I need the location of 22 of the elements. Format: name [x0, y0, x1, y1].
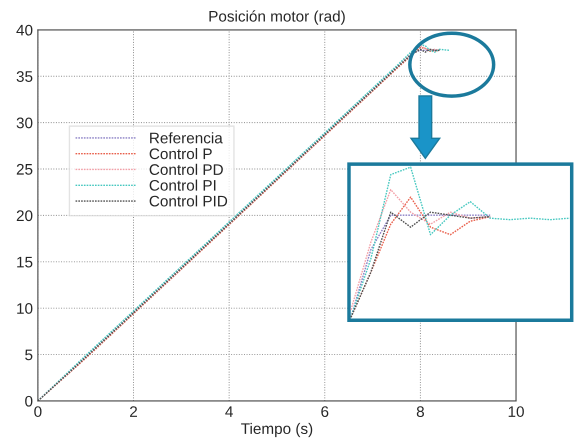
x-tick-label: 4 — [225, 406, 233, 417]
legend-label: Control PD — [150, 164, 223, 175]
x-tick-label: 8 — [416, 406, 424, 418]
legend-label: Referencia — [150, 132, 223, 144]
y-tick-label: 35 — [16, 71, 32, 82]
y-tick-label: 5 — [25, 350, 32, 360]
y-tick-label: 15 — [17, 256, 32, 268]
chart-title: Posición motor (rad) — [209, 10, 345, 25]
legend-label: Control PI — [150, 180, 216, 191]
x-tick-label: 2 — [130, 406, 137, 417]
y-tick-label: 25 — [16, 164, 32, 175]
y-tick-label: 0 — [25, 396, 32, 407]
y-tick-label: 30 — [16, 118, 32, 128]
legend-label: Control P — [150, 148, 212, 160]
x-tick-label: 6 — [321, 406, 328, 418]
y-tick-label: 20 — [16, 210, 32, 222]
x-tick-label: 10 — [508, 406, 524, 418]
x-tick-label: 0 — [34, 406, 42, 418]
y-tick-label: 40 — [16, 24, 32, 36]
x-axis-title: Tiempo (s) — [241, 422, 312, 438]
y-tick-label: 10 — [17, 303, 32, 314]
legend-label: Control PID — [150, 195, 228, 207]
